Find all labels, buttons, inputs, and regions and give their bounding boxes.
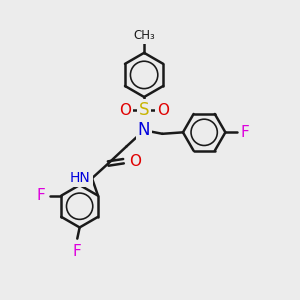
Text: F: F — [73, 244, 82, 259]
Text: CH₃: CH₃ — [133, 29, 155, 42]
Text: O: O — [119, 103, 131, 118]
Text: O: O — [129, 154, 141, 169]
Text: HN: HN — [70, 171, 91, 185]
Text: O: O — [157, 103, 169, 118]
Text: S: S — [139, 101, 149, 119]
Text: F: F — [241, 125, 250, 140]
Text: N: N — [138, 121, 150, 139]
Text: F: F — [37, 188, 46, 203]
